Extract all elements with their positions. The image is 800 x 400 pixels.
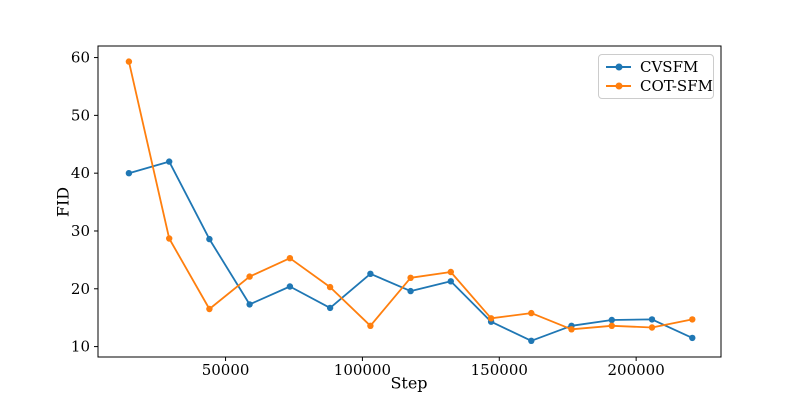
data-point-cvsfm bbox=[407, 287, 414, 295]
data-point-cot-sfm bbox=[286, 255, 294, 262]
data-point-cot-sfm bbox=[689, 316, 696, 323]
data-point-cot-sfm bbox=[648, 324, 656, 331]
legend-label-cot-sfm: COT-SFM bbox=[640, 76, 713, 95]
x-tick-label: 100000 bbox=[334, 361, 391, 379]
y-tick-label: 20 bbox=[71, 280, 90, 298]
legend-item-cvsfm: CVSFM bbox=[606, 58, 706, 77]
y-tick-label: 50 bbox=[71, 106, 90, 124]
data-point-cot-sfm bbox=[568, 326, 575, 333]
data-point-cot-sfm bbox=[447, 268, 454, 276]
data-point-cot-sfm bbox=[608, 322, 615, 329]
y-tick-label: 60 bbox=[71, 49, 90, 67]
data-point-cvsfm bbox=[125, 170, 133, 177]
plot-border bbox=[97, 45, 722, 358]
data-point-cvsfm bbox=[447, 278, 454, 285]
data-point-cvsfm bbox=[608, 316, 615, 324]
x-tick-label: 200000 bbox=[608, 361, 665, 379]
y-tick-label: 30 bbox=[71, 222, 90, 240]
data-point-cot-sfm bbox=[206, 305, 213, 313]
data-point-cot-sfm bbox=[407, 274, 414, 281]
y-tick-label: 40 bbox=[71, 164, 90, 182]
cvsfm-marker-dot bbox=[615, 63, 622, 71]
data-point-cot-sfm bbox=[125, 58, 133, 65]
data-point-cot-sfm bbox=[367, 322, 374, 329]
data-point-cot-sfm bbox=[166, 235, 173, 242]
data-point-cot-sfm bbox=[326, 283, 334, 291]
data-point-cvsfm bbox=[166, 158, 173, 165]
cot-sfm-line-swatch bbox=[606, 82, 631, 90]
series-line-cvsfm bbox=[127, 160, 694, 342]
data-point-cot-sfm bbox=[487, 315, 495, 322]
data-point-cvsfm bbox=[528, 337, 535, 344]
x-axis-label: Step bbox=[390, 373, 428, 393]
data-point-cvsfm bbox=[689, 334, 696, 342]
data-point-cot-sfm bbox=[528, 309, 535, 317]
data-point-cvsfm bbox=[326, 304, 334, 312]
data-point-cvsfm bbox=[206, 235, 213, 243]
data-point-cvsfm bbox=[246, 301, 253, 308]
x-tick-label: 150000 bbox=[471, 361, 528, 379]
legend: CVSFM COT-SFM bbox=[598, 54, 714, 99]
data-point-cot-sfm bbox=[246, 273, 253, 280]
data-point-cvsfm bbox=[367, 270, 374, 277]
legend-item-cot-sfm: COT-SFM bbox=[606, 77, 713, 96]
x-tick-label: 50000 bbox=[202, 361, 250, 379]
data-point-cvsfm bbox=[286, 283, 294, 290]
y-tick-label: 10 bbox=[71, 338, 90, 356]
cvsfm-line-swatch bbox=[606, 63, 631, 71]
data-point-cvsfm bbox=[648, 316, 656, 323]
y-axis-label: FID bbox=[53, 186, 73, 218]
cot-sfm-marker-dot bbox=[615, 82, 622, 90]
legend-label-cvsfm: CVSFM bbox=[640, 58, 699, 77]
